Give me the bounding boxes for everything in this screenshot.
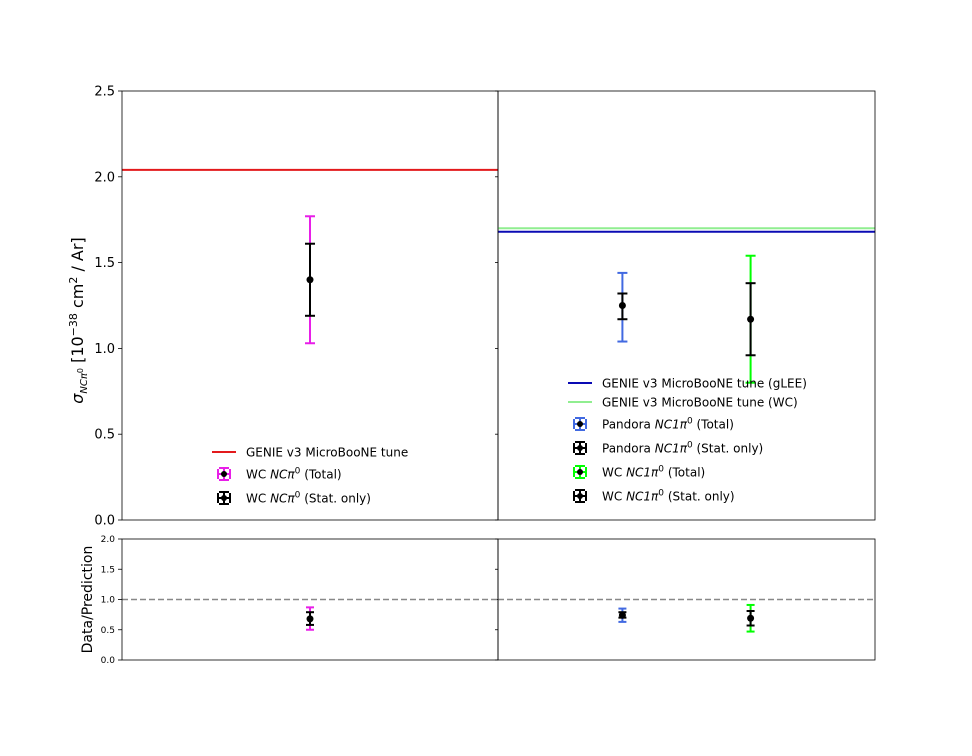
data-point [745, 254, 756, 384]
legend-marker [221, 495, 227, 501]
legend-marker [577, 469, 583, 475]
data-point [617, 271, 628, 343]
legend-entry: GENIE v3 MicroBooNE tune (WC) [568, 396, 798, 410]
y-axis-label: σNCπ0 [10−38 cm2 / Ar] [67, 237, 90, 403]
data-point-marker [306, 276, 314, 284]
legend-label: WC NC1π0 (Total) [602, 465, 705, 480]
legend-entry: WC NCπ0 (Stat. only) [217, 491, 371, 506]
y-tick-label: 1.5 [94, 256, 115, 271]
legend-entry: GENIE v3 MicroBooNE tune (gLEE) [568, 377, 807, 391]
legend-entry: Pandora NC1π0 (Stat. only) [573, 441, 763, 456]
data-point-marker [618, 611, 626, 619]
data-point [618, 607, 627, 623]
axes-frame [497, 90, 876, 521]
y-tick-label: 2.0 [101, 535, 116, 545]
legend-marker [221, 471, 227, 477]
axes-frame [497, 538, 876, 661]
legend-label: GENIE v3 MicroBooNE tune (WC) [602, 396, 798, 410]
data-point [306, 606, 314, 631]
y-tick-label: 0.0 [94, 514, 115, 529]
legend-marker [577, 445, 583, 451]
y-tick-label: 1.0 [101, 596, 116, 606]
y-tick-label: 0.5 [101, 626, 115, 636]
data-point-marker [618, 302, 626, 309]
y-tick-label: 2.5 [94, 85, 115, 100]
y-tick-label: 0.5 [94, 428, 115, 443]
y-tick-label: 2.0 [94, 170, 115, 185]
legend-label: WC NC1π0 (Stat. only) [602, 489, 735, 504]
chart-marks: 0.0 0.5 1.0 1.5 2.0 2.5 σNCπ0 [10−38 cm2 / Ar]… [67, 85, 876, 666]
data-point-marker [747, 614, 755, 622]
legend-label: WC NCπ0 (Total) [246, 467, 342, 482]
legend-entry: Pandora NC1π0 (Total) [573, 417, 734, 432]
y-tick-label: 0.0 [101, 656, 116, 666]
legend: GENIE v3 MicroBooNE tune WC NCπ0 (Total) W… [212, 446, 408, 506]
data-point-marker [306, 615, 314, 623]
y-axis-label: Data/Prediction [80, 546, 96, 654]
legend-entry: WC NC1π0 (Total) [573, 465, 705, 480]
data-point-marker [747, 315, 755, 323]
legend-marker [577, 493, 583, 499]
legend-label: GENIE v3 MicroBooNE tune [246, 446, 408, 460]
data-point [746, 603, 755, 633]
legend-label: GENIE v3 MicroBooNE tune (gLEE) [602, 377, 807, 391]
data-point [305, 215, 315, 345]
legend-marker [577, 421, 583, 427]
legend-entry: WC NCπ0 (Total) [217, 467, 342, 482]
legend-label: WC NCπ0 (Stat. only) [246, 491, 371, 506]
legend-entry: WC NC1π0 (Stat. only) [573, 489, 735, 504]
y-tick-label: 1.0 [94, 342, 115, 357]
legend-label: Pandora NC1π0 (Stat. only) [602, 441, 763, 456]
legend-label: Pandora NC1π0 (Total) [602, 417, 734, 432]
legend: GENIE v3 MicroBooNE tune (gLEE) GENIE v3 … [568, 377, 807, 504]
y-tick-label: 1.5 [101, 565, 115, 575]
legend-entry: GENIE v3 MicroBooNE tune [212, 446, 408, 460]
